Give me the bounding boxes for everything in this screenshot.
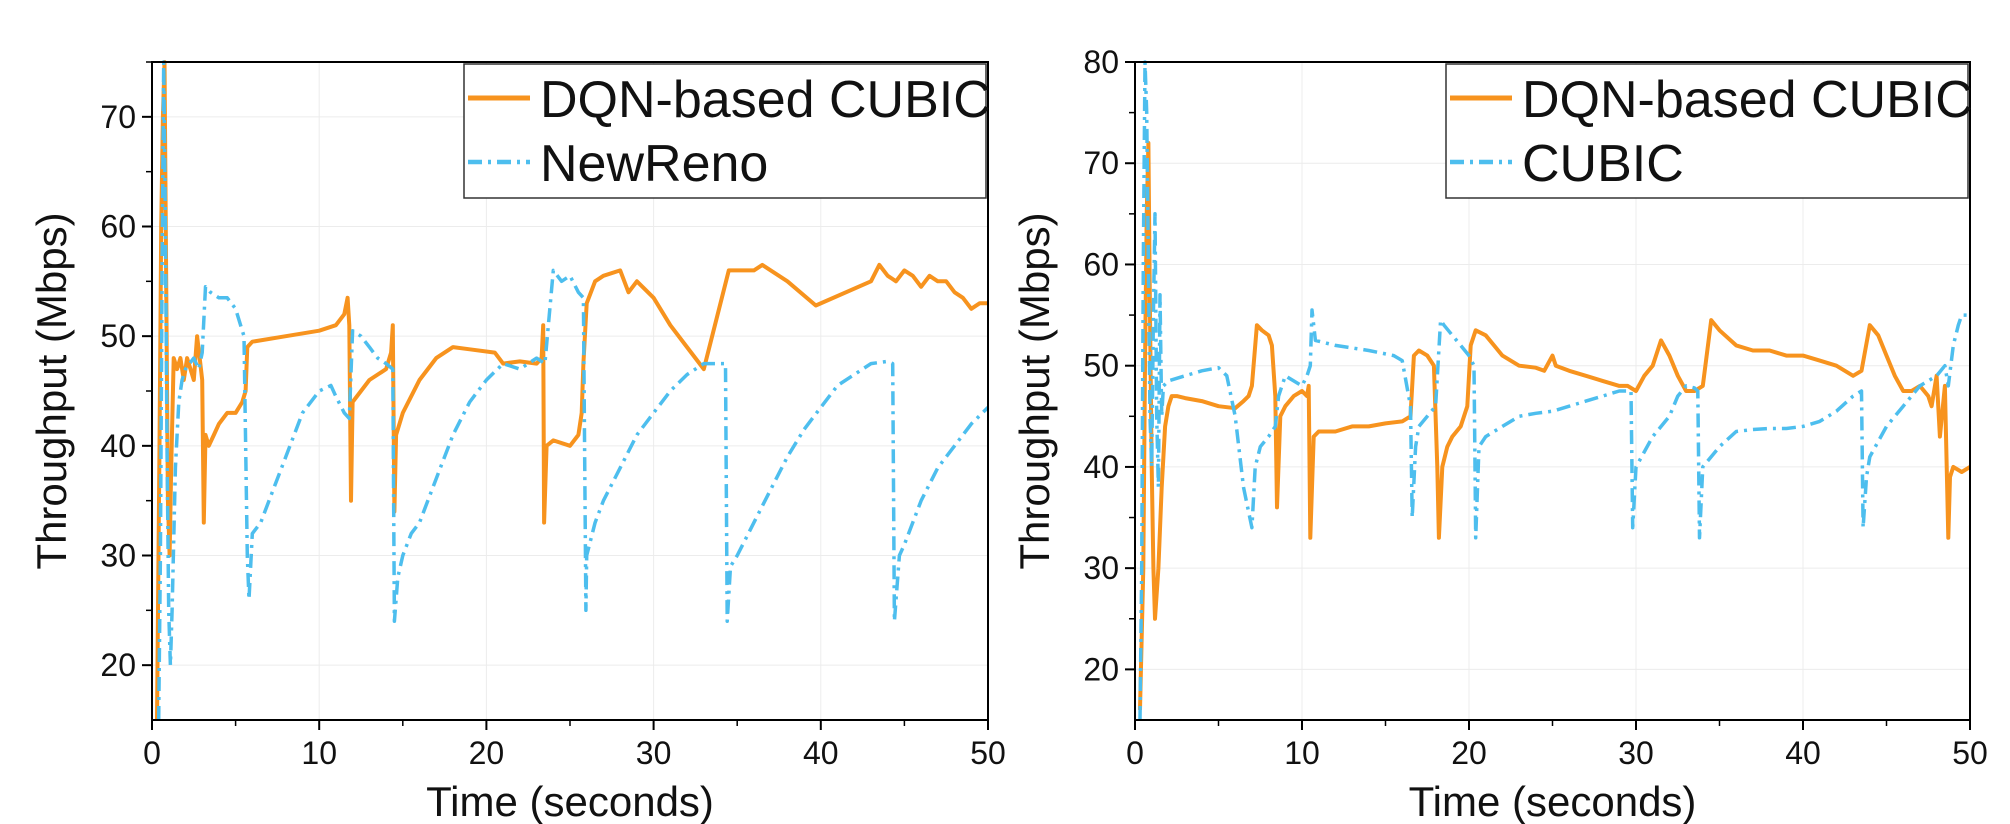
y-tick-label: 20 <box>1083 651 1119 687</box>
y-tick-label: 30 <box>100 538 136 574</box>
legend-label-cubic: CUBIC <box>1522 135 1684 193</box>
series-line-newreno <box>156 60 990 721</box>
y-axis-label: Throughput (Mbps) <box>1011 212 1058 569</box>
x-axis-label: Time (seconds) <box>426 778 714 824</box>
y-tick-label: 80 <box>1083 44 1119 80</box>
y-tick-label: 30 <box>1083 550 1119 586</box>
x-tick-label: 50 <box>1952 735 1988 771</box>
x-tick-label: 40 <box>1785 735 1821 771</box>
series-line-cubic <box>1138 60 1970 721</box>
legend: DQN-based CUBIC NewReno <box>463 63 991 199</box>
x-tick-label: 50 <box>970 735 1006 771</box>
series-layer <box>155 60 990 721</box>
legend: DQN-based CUBIC CUBIC <box>1445 63 1973 199</box>
legend-box <box>1445 63 1969 199</box>
y-tick-label: 70 <box>100 99 136 135</box>
legend-label-newreno: NewReno <box>540 135 768 193</box>
y-tick-label: 70 <box>1083 145 1119 181</box>
series-line-dqn-based-cubic <box>1138 141 1972 710</box>
x-tick-label: 10 <box>301 735 337 771</box>
x-tick-label: 30 <box>636 735 672 771</box>
x-tick-label: 0 <box>1126 735 1144 771</box>
x-tick-label: 30 <box>1618 735 1654 771</box>
x-tick-label: 10 <box>1284 735 1320 771</box>
y-tick-label: 20 <box>100 647 136 683</box>
y-tick-label: 40 <box>100 428 136 464</box>
legend-label-dqn-cubic: DQN-based CUBIC <box>540 71 991 129</box>
y-tick-label: 40 <box>1083 449 1119 485</box>
series-line-dqn-based-cubic <box>155 60 988 721</box>
chart-panel-right: 0 10 20 30 40 50 20 30 40 50 60 70 80 Time (seconds)… <box>1011 44 1988 824</box>
x-tick-label: 40 <box>803 735 839 771</box>
x-tick-label: 20 <box>469 735 505 771</box>
axis-ticks: 0 10 20 30 40 50 20 30 40 50 60 70 80 <box>1083 44 1987 771</box>
y-tick-label: 60 <box>1083 246 1119 282</box>
y-tick-label: 50 <box>1083 348 1119 384</box>
x-tick-label: 20 <box>1451 735 1487 771</box>
y-axis-label: Throughput (Mbps) <box>28 212 75 569</box>
y-tick-label: 60 <box>100 209 136 245</box>
chart-panel-left: 0 10 20 30 40 50 20 30 40 50 60 70 Time (seconds) T… <box>28 60 1006 824</box>
legend-label-dqn-cubic: DQN-based CUBIC <box>1522 71 1973 129</box>
legend-box <box>463 63 987 199</box>
y-tick-label: 50 <box>100 318 136 354</box>
x-tick-label: 0 <box>143 735 161 771</box>
x-axis-label: Time (seconds) <box>1409 778 1697 824</box>
series-layer <box>1138 60 1972 721</box>
axis-ticks: 0 10 20 30 40 50 20 30 40 50 60 70 <box>100 61 1006 771</box>
